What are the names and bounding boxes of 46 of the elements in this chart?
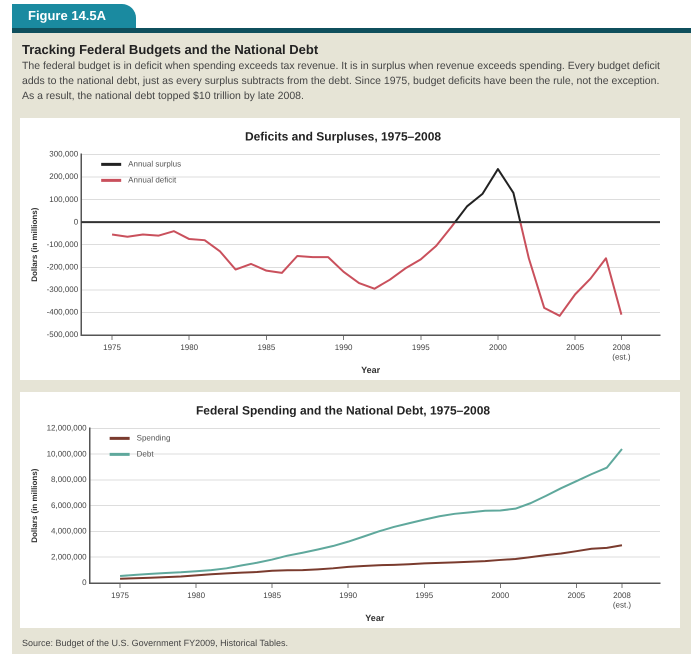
x-tick-label: 1995 — [415, 591, 434, 600]
legend-label: Annual deficit — [128, 176, 177, 185]
x-tick-label: 1975 — [111, 591, 130, 600]
y-tick-label: 8,000,000 — [51, 475, 88, 484]
y-tick-label: 100,000 — [49, 194, 79, 204]
y-tick-label: -200,000 — [46, 262, 79, 272]
x-tick-label: 1985 — [258, 343, 276, 352]
x-tick-label: 1975 — [103, 343, 122, 352]
x-tick-label: 2000 — [491, 591, 510, 600]
x-tick-label: 1985 — [263, 591, 282, 600]
legend-label: Spending — [136, 434, 170, 443]
x-tick-label: 1995 — [412, 343, 430, 352]
x-tick-label: 1980 — [187, 591, 206, 600]
y-tick-label: 2,000,000 — [51, 552, 88, 562]
x-axis-title: Year — [361, 365, 381, 376]
x-tick-label: 2008 (est.) — [612, 591, 632, 610]
x-tick-label: 2005 — [567, 591, 586, 600]
text: Tracking Federal Budgets and the National Debt — [22, 42, 320, 57]
y-axis-title: Dollars (in millions) — [30, 468, 40, 543]
source-note: Source: Budget of the U.S. Government FY2009, Historical Tables. — [22, 638, 288, 648]
x-axis-title: Year — [365, 613, 385, 624]
y-tick-label: 300,000 — [49, 150, 79, 159]
y-tick-label: 0 — [74, 217, 79, 226]
y-tick-label: -100,000 — [46, 240, 79, 249]
chart-title: Deficits and Surpluses, 1975–2008 — [244, 130, 442, 144]
x-tick-label: 1980 — [180, 343, 199, 352]
x-tick-label: 2008 (est.) — [612, 343, 631, 362]
y-tick-label: 12,000,000 — [46, 424, 88, 433]
y-tick-label: 10,000,000 — [46, 449, 88, 458]
y-tick-label: 4,000,000 — [51, 526, 88, 536]
y-tick-label: -500,000 — [46, 330, 79, 340]
x-tick-label: 2005 — [566, 343, 585, 352]
y-tick-label: 6,000,000 — [51, 500, 88, 510]
legend-label: Debt — [136, 450, 154, 459]
y-tick-label: -400,000 — [46, 308, 79, 317]
y-tick-label: -300,000 — [46, 285, 79, 294]
y-tick-label: 0 — [82, 578, 88, 588]
x-tick-label: 1990 — [339, 591, 358, 600]
text: The federal budget is in deficit when spending exceeds tax revenue. It is in surplus when revenue exceeds spending. Every budget deficit adds to the national debt, just as every surplus subtracts from the debt. Since 1975, budget deficits have been the rule, not the exception. As a result, the national debt topped $10 trillion by late 2008. — [22, 59, 661, 104]
caption: Figure 14.5A — [12, 4, 136, 28]
x-tick-label: 1990 — [334, 343, 354, 352]
x-tick-label: 2000 — [489, 343, 508, 352]
y-axis-title: Dollars (in millions) — [30, 207, 40, 282]
chart-title: Federal Spending and the National Debt, 1975–2008 — [196, 404, 490, 418]
legend-label: Annual surplus — [128, 160, 182, 169]
y-tick-label: 200,000 — [49, 172, 79, 182]
